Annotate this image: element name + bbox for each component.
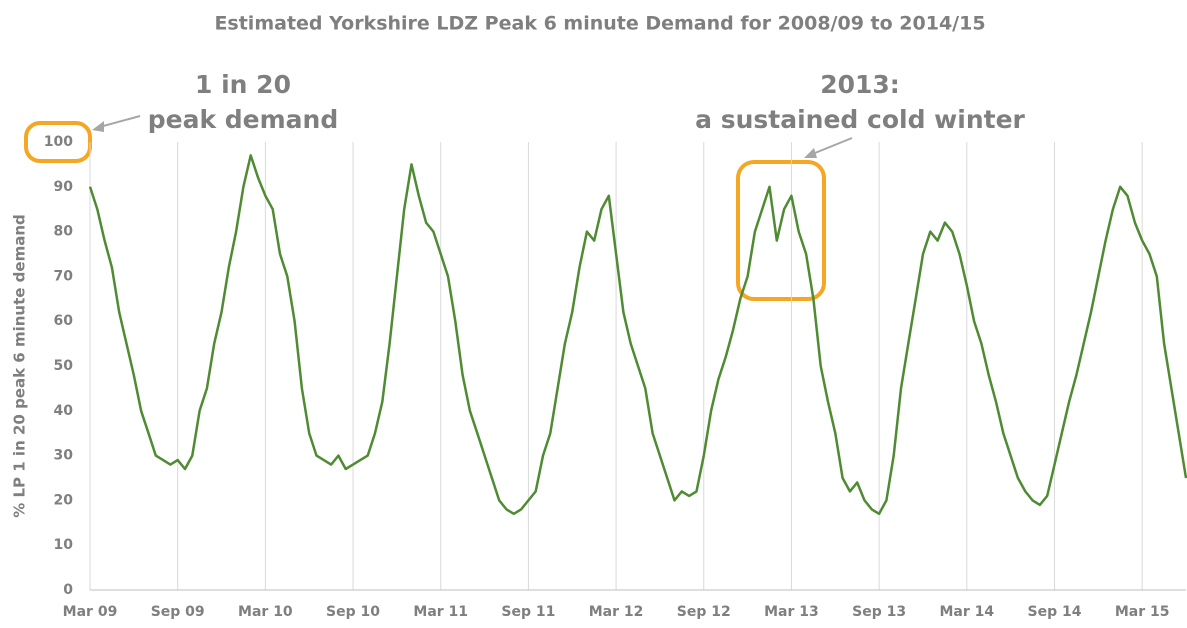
x-tick-label: Sep 13 — [852, 604, 906, 620]
y-tick-label: 10 — [54, 537, 74, 553]
highlight-box — [736, 160, 826, 301]
x-tick-label: Mar 14 — [939, 604, 994, 620]
annotation: peak demand — [148, 105, 339, 134]
y-tick-label: 0 — [63, 582, 73, 598]
x-tick-label: Sep 12 — [677, 604, 731, 620]
y-tick-label: 90 — [54, 179, 74, 195]
annotation: 1 in 20 — [195, 70, 291, 99]
data-line — [88, 154, 1187, 516]
x-tick-label: Sep 09 — [151, 604, 205, 620]
x-tick-label: Sep 10 — [326, 604, 380, 620]
x-tick-label: Sep 14 — [1027, 604, 1081, 620]
arrow — [809, 137, 853, 156]
y-tick-label: 70 — [54, 268, 74, 284]
x-tick-label: Mar 12 — [589, 604, 644, 620]
annotation: 2013: — [820, 70, 900, 99]
chart-title: Estimated Yorkshire LDZ Peak 6 minute De… — [214, 13, 985, 35]
x-tick-label: Mar 15 — [1115, 604, 1170, 620]
x-tick-label: Mar 10 — [238, 604, 293, 620]
y-tick-label: 60 — [54, 313, 74, 329]
y-tick-label: 20 — [54, 492, 74, 508]
y-tick-label: 100 — [44, 134, 73, 150]
y-tick-label: 80 — [54, 224, 74, 240]
y-tick-label: 50 — [54, 358, 74, 374]
x-tick-label: Mar 11 — [413, 604, 468, 620]
y-tick-label: 40 — [54, 403, 74, 419]
arrow-head — [804, 148, 817, 158]
y-axis-label: % LP 1 in 20 peak 6 minute demand — [11, 214, 29, 518]
y-tick-label: 30 — [54, 448, 74, 464]
x-tick-label: Mar 09 — [63, 604, 118, 620]
annotation: a sustained cold winter — [695, 105, 1025, 134]
x-tick-label: Mar 13 — [764, 604, 819, 620]
arrow-head — [92, 121, 104, 132]
x-tick-label: Sep 11 — [501, 604, 555, 620]
